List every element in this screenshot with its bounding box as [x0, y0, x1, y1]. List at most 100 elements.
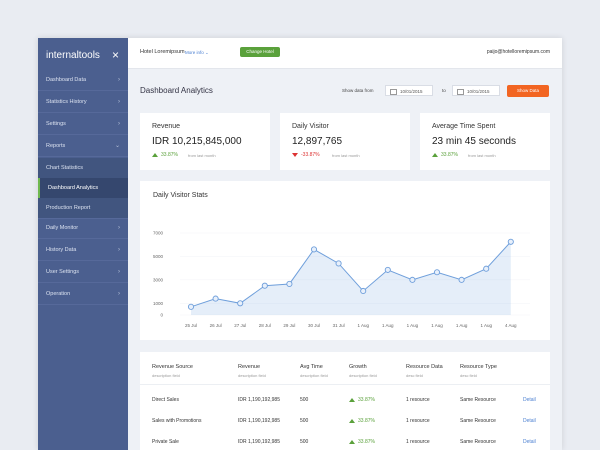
chart-title: Daily Visitor Stats: [153, 192, 208, 199]
table-cell: 1 resource: [406, 439, 430, 445]
nav-label: Dashboard Data: [46, 77, 87, 83]
y-tick-label: 7000: [153, 231, 164, 236]
detail-link[interactable]: Detail: [523, 418, 536, 424]
nav-sublabel: Dashboard Analytics: [48, 185, 99, 191]
nav-item[interactable]: Dashboard Data ›: [38, 70, 128, 91]
card-title: Daily Visitor: [292, 123, 329, 130]
nav-subitem[interactable]: Dashboard Analytics: [38, 178, 128, 199]
nav-label: Statistics History: [46, 99, 87, 105]
column-header: Resource Type: [460, 364, 497, 370]
column-subheader: description field: [349, 373, 377, 378]
table-cell: 500: [300, 418, 309, 424]
app-window: internaltools × Dashboard Data › Statistic…: [38, 38, 562, 450]
hotel-name: Hotel Loremipsum: [140, 49, 185, 55]
column-subheader: desc field: [406, 373, 423, 378]
column-subheader: desc field: [460, 373, 477, 378]
nav-label: Operation: [46, 291, 71, 297]
nav-item[interactable]: Operation ›: [38, 284, 128, 305]
nav-chevron: ›: [118, 121, 120, 127]
column-header: Growth: [349, 364, 367, 370]
nav-label: Settings: [46, 121, 66, 127]
card-change: 33.87%: [441, 152, 458, 158]
nav-label: Daily Monitor: [46, 225, 79, 231]
data-point: [310, 246, 318, 253]
change-hotel-button[interactable]: Change Hotel: [240, 47, 280, 57]
y-tick-label: 1000: [153, 301, 164, 306]
data-point: [212, 295, 219, 302]
header-divider: [140, 384, 550, 385]
x-tick-label: 29 Jul: [283, 323, 295, 328]
x-tick-label: 31 Jul: [333, 323, 345, 328]
nav-subitem[interactable]: Chart Statistics: [38, 158, 128, 179]
data-point: [261, 282, 268, 289]
nav-item[interactable]: Settings ›: [38, 114, 128, 135]
detail-link[interactable]: Detail: [523, 397, 536, 403]
close-button[interactable]: ×: [112, 48, 120, 62]
nav-chevron: ›: [118, 247, 120, 253]
column-header: Avg Time: [300, 364, 323, 370]
x-tick-label: 1 Aug: [456, 323, 468, 328]
y-tick-label: 0: [160, 313, 163, 318]
revenue-table: Revenue Source description field Revenue de…: [140, 352, 550, 450]
nav-item[interactable]: Statistics History ›: [38, 92, 128, 113]
data-point: [433, 269, 441, 276]
arrow-up: [349, 398, 355, 402]
nav-chevron: ›: [118, 99, 120, 105]
table-cell: IDR 1,190,192,985: [238, 418, 280, 424]
top-bar: Hotel Loremipsum More info ⌄ Change Hote…: [128, 38, 562, 69]
detail-link[interactable]: Detail: [523, 439, 536, 445]
table-cell: 33.87%: [358, 397, 375, 403]
nav-sublabel: Chart Statistics: [46, 165, 83, 171]
card-change: 33.87%: [161, 152, 178, 158]
nav-chevron: ›: [118, 77, 120, 83]
nav-item[interactable]: Daily Monitor ›: [38, 218, 128, 239]
nav-item[interactable]: Reports ⌄: [38, 136, 128, 157]
nav-item[interactable]: History Data ›: [38, 240, 128, 261]
nav-chevron: ›: [118, 269, 120, 275]
area: [191, 241, 511, 315]
nav-chevron: ›: [118, 225, 120, 231]
data-point: [409, 276, 416, 283]
data-point: [458, 276, 465, 283]
table-cell: Sales with Promotions: [152, 418, 202, 424]
date-from[interactable]: 10/01/2015: [385, 85, 433, 96]
arrow-up: [152, 153, 158, 157]
table-cell: IDR 1,190,192,985: [238, 397, 280, 403]
nav-chevron: ⌄: [114, 143, 120, 149]
data-point: [237, 300, 244, 307]
card-change: -33.87%: [301, 152, 320, 158]
nav-item[interactable]: User Settings ›: [38, 262, 128, 283]
date-to[interactable]: 10/01/2015: [452, 85, 500, 96]
x-tick-label: 1 Aug: [382, 323, 394, 328]
x-tick-label: 30 Jul: [308, 323, 320, 328]
x-tick-label: 27 Jul: [234, 323, 246, 328]
card-value: 23 min 45 seconds: [432, 136, 516, 147]
card-value: IDR 10,215,845,000: [152, 136, 242, 147]
stat-card: Average Time Spent 23 min 45 seconds 33.87…: [420, 113, 550, 170]
data-point: [507, 238, 514, 245]
nav-chevron: ›: [118, 291, 120, 297]
x-tick-label: 1 Aug: [407, 323, 419, 328]
stat-card: Daily Visitor 12,897,765 -33.87% from last …: [280, 113, 410, 170]
arrow-down: [292, 153, 298, 157]
y-tick-label: 3000: [153, 277, 164, 282]
stat-card: Revenue IDR 10,215,845,000 33.87% from last…: [140, 113, 270, 170]
column-subheader: description field: [300, 373, 328, 378]
sidebar: internaltools × Dashboard Data › Statistic…: [38, 38, 128, 450]
data-point: [335, 260, 342, 267]
arrow-up: [349, 419, 355, 423]
card-note: from last month: [188, 153, 216, 158]
more-info[interactable]: More info ⌄: [185, 50, 209, 55]
x-tick-label: 1 Aug: [431, 323, 443, 328]
table-cell: Private Sale: [152, 439, 179, 445]
show-data-button[interactable]: Show Data: [507, 85, 549, 97]
table-cell: 1 resource: [406, 418, 430, 424]
to-label: to: [442, 88, 446, 93]
data-point: [360, 287, 367, 295]
user-email[interactable]: paijo@hotelloremipsum.com: [486, 49, 550, 55]
nav-subitem[interactable]: Production Report: [38, 198, 128, 219]
chart-panel: Daily Visitor Stats 0 1000 3000 5000 7000 25 …: [140, 181, 550, 340]
column-subheader: description field: [238, 373, 266, 378]
nav-label: User Settings: [46, 269, 80, 275]
